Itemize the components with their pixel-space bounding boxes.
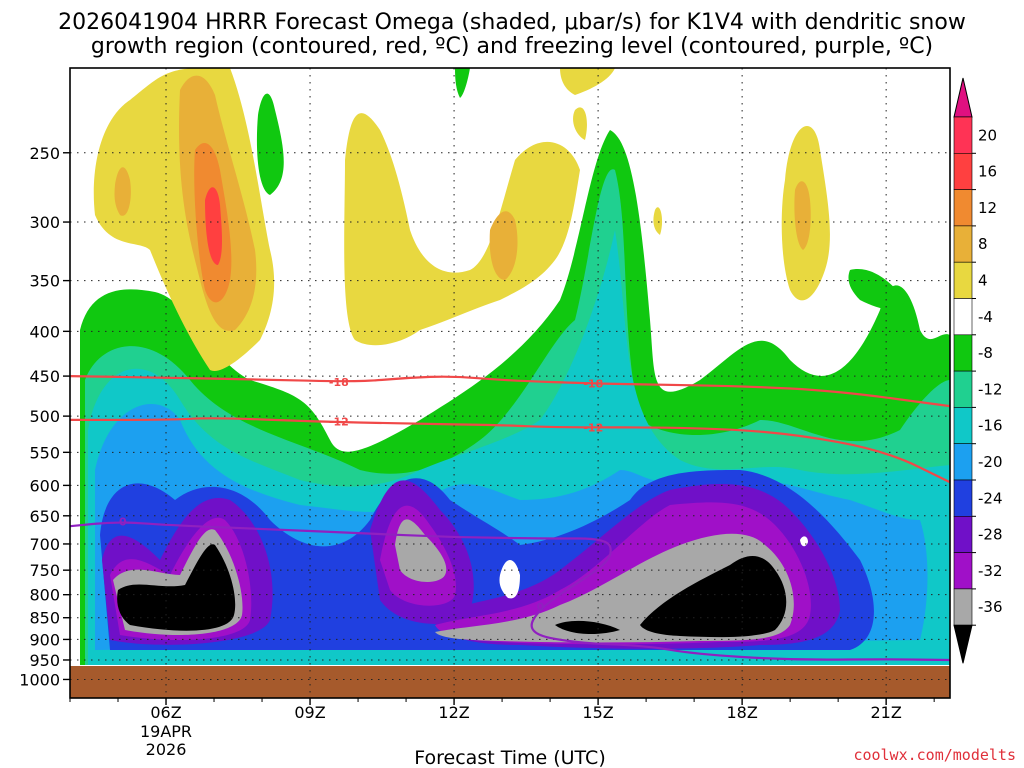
- colorbar-label: -28: [978, 526, 1003, 544]
- plot-area: -18 -18 -12 -12 0 0: [70, 68, 950, 698]
- x-tick-label: 18Z: [726, 703, 757, 722]
- x-axis-title: Forecast Time (UTC): [414, 747, 605, 768]
- colorbar-label: -24: [978, 489, 1003, 507]
- x-tick-label: 21Z: [870, 703, 901, 722]
- y-tick-label: 350: [29, 272, 60, 291]
- colorbar-segment: [953, 261, 973, 299]
- y-tick-label: 550: [29, 443, 60, 462]
- contour-label: -18: [329, 376, 349, 389]
- y-tick-label: 950: [29, 651, 60, 670]
- contour-line--12: [70, 417, 950, 484]
- contour-label: 0: [537, 600, 545, 613]
- colorbar: 20 16 12 8 4 -4 -8 -12 -16 -20 -24 -28 -32 -36: [953, 77, 1003, 664]
- y-axis: 250 300 350 400 450 500 550 600 650 700 750 800 850 9…: [19, 144, 70, 689]
- colorbar-segment: [953, 116, 973, 154]
- y-tick-label: 800: [29, 586, 60, 605]
- colorbar-segment: [953, 334, 973, 372]
- chart-title-line1: 2026041904 HRRR Forecast Omega (shaded, …: [58, 10, 966, 35]
- contour-line--18: [70, 375, 950, 408]
- colorbar-label: -12: [978, 380, 1003, 398]
- credit-text: coolwx.com/modelts: [853, 746, 1016, 764]
- x-tick-date: 19APR: [140, 722, 192, 741]
- x-tick-label: 15Z: [582, 703, 613, 722]
- x-tick-label: 09Z: [294, 703, 325, 722]
- colorbar-top-arrow: [953, 77, 973, 118]
- y-tick-label: 250: [29, 144, 60, 163]
- contour-label: -12: [329, 415, 349, 428]
- gridlines: [70, 68, 950, 698]
- chart-title-line2: growth region (contoured, red, ºC) and f…: [91, 34, 933, 59]
- colorbar-segment: [953, 443, 973, 481]
- x-tick-label: 12Z: [438, 703, 469, 722]
- colorbar-label: -4: [978, 308, 993, 326]
- colorbar-segment: [953, 515, 973, 553]
- plot-frame: [69, 67, 951, 699]
- colorbar-segment: [953, 153, 973, 190]
- y-tick-label: 650: [29, 507, 60, 526]
- colorbar-label: 8: [978, 235, 988, 253]
- y-tick-label: 600: [29, 476, 60, 495]
- colorbar-segment: [953, 225, 973, 263]
- y-tick-label: 700: [29, 535, 60, 554]
- ground-below-surface: [70, 666, 950, 698]
- x-tick-year: 2026: [146, 740, 187, 759]
- y-tick-label: 900: [29, 630, 60, 649]
- contour-line-0: [70, 521, 950, 662]
- y-tick-label: 450: [29, 367, 60, 386]
- omega-band-plus8: [114, 75, 811, 331]
- contour-label: -18: [583, 378, 603, 391]
- colorbar-label: -8: [978, 344, 993, 362]
- contour-label: -12: [583, 421, 603, 434]
- omega-shading: [80, 68, 950, 665]
- y-tick-label: 750: [29, 561, 60, 580]
- y-tick-label: 400: [29, 322, 60, 341]
- colorbar-segment: [953, 298, 973, 336]
- colorbar-label: 16: [978, 163, 997, 181]
- colorbar-segment: [953, 189, 973, 227]
- x-tick-label: 06Z: [150, 703, 181, 722]
- omega-band-minus32: [113, 519, 794, 643]
- colorbar-label: -36: [978, 598, 1003, 616]
- colorbar-label: -16: [978, 417, 1003, 435]
- omega-band-plus16: [205, 187, 222, 265]
- y-tick-label: 500: [29, 407, 60, 426]
- colorbar-segment: [953, 479, 973, 517]
- colorbar-label: 12: [978, 199, 997, 217]
- colorbar-label: 20: [978, 126, 997, 144]
- colorbar-label: 4: [978, 272, 988, 290]
- colorbar-bottom-arrow: [953, 624, 973, 664]
- y-tick-label: 850: [29, 609, 60, 628]
- contour-label: 0: [119, 516, 127, 529]
- y-tick-label: 1000: [19, 670, 60, 689]
- colorbar-label: -32: [978, 562, 1003, 580]
- colorbar-segment: [953, 588, 973, 626]
- contour-lines: -18 -18 -12 -12 0 0: [70, 375, 950, 662]
- omega-band-minus36: [117, 544, 787, 638]
- colorbar-label: -20: [978, 453, 1003, 471]
- colorbar-segment: [953, 370, 973, 408]
- y-tick-label: 300: [29, 213, 60, 232]
- colorbar-segment: [953, 407, 973, 444]
- colorbar-segment: [953, 552, 973, 590]
